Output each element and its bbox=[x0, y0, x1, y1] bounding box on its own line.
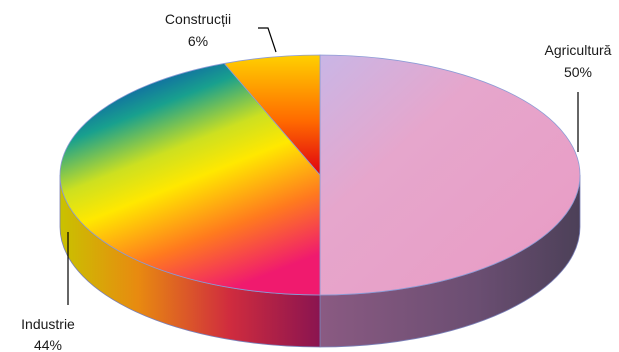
slice-constructii-category-label: Construcții bbox=[165, 11, 231, 27]
slice-industrie-value-label: 44% bbox=[34, 337, 62, 352]
slice-industrie-category-label: Industrie bbox=[21, 316, 75, 332]
slice-agricultura-value-label: 50% bbox=[564, 64, 592, 80]
pie-labels: Agricultură 50% Industrie 44% Construcții 6% bbox=[21, 11, 612, 352]
slice-constructii bbox=[223, 54, 321, 177]
slice-industrie bbox=[59, 62, 321, 296]
slice-agricultura bbox=[319, 54, 581, 296]
slice-constructii-leader-line bbox=[258, 27, 277, 53]
slice-agricultura-category-label: Agricultură bbox=[545, 42, 612, 58]
pie-slices bbox=[59, 54, 581, 296]
slice-constructii-value-label: 6% bbox=[188, 33, 208, 49]
